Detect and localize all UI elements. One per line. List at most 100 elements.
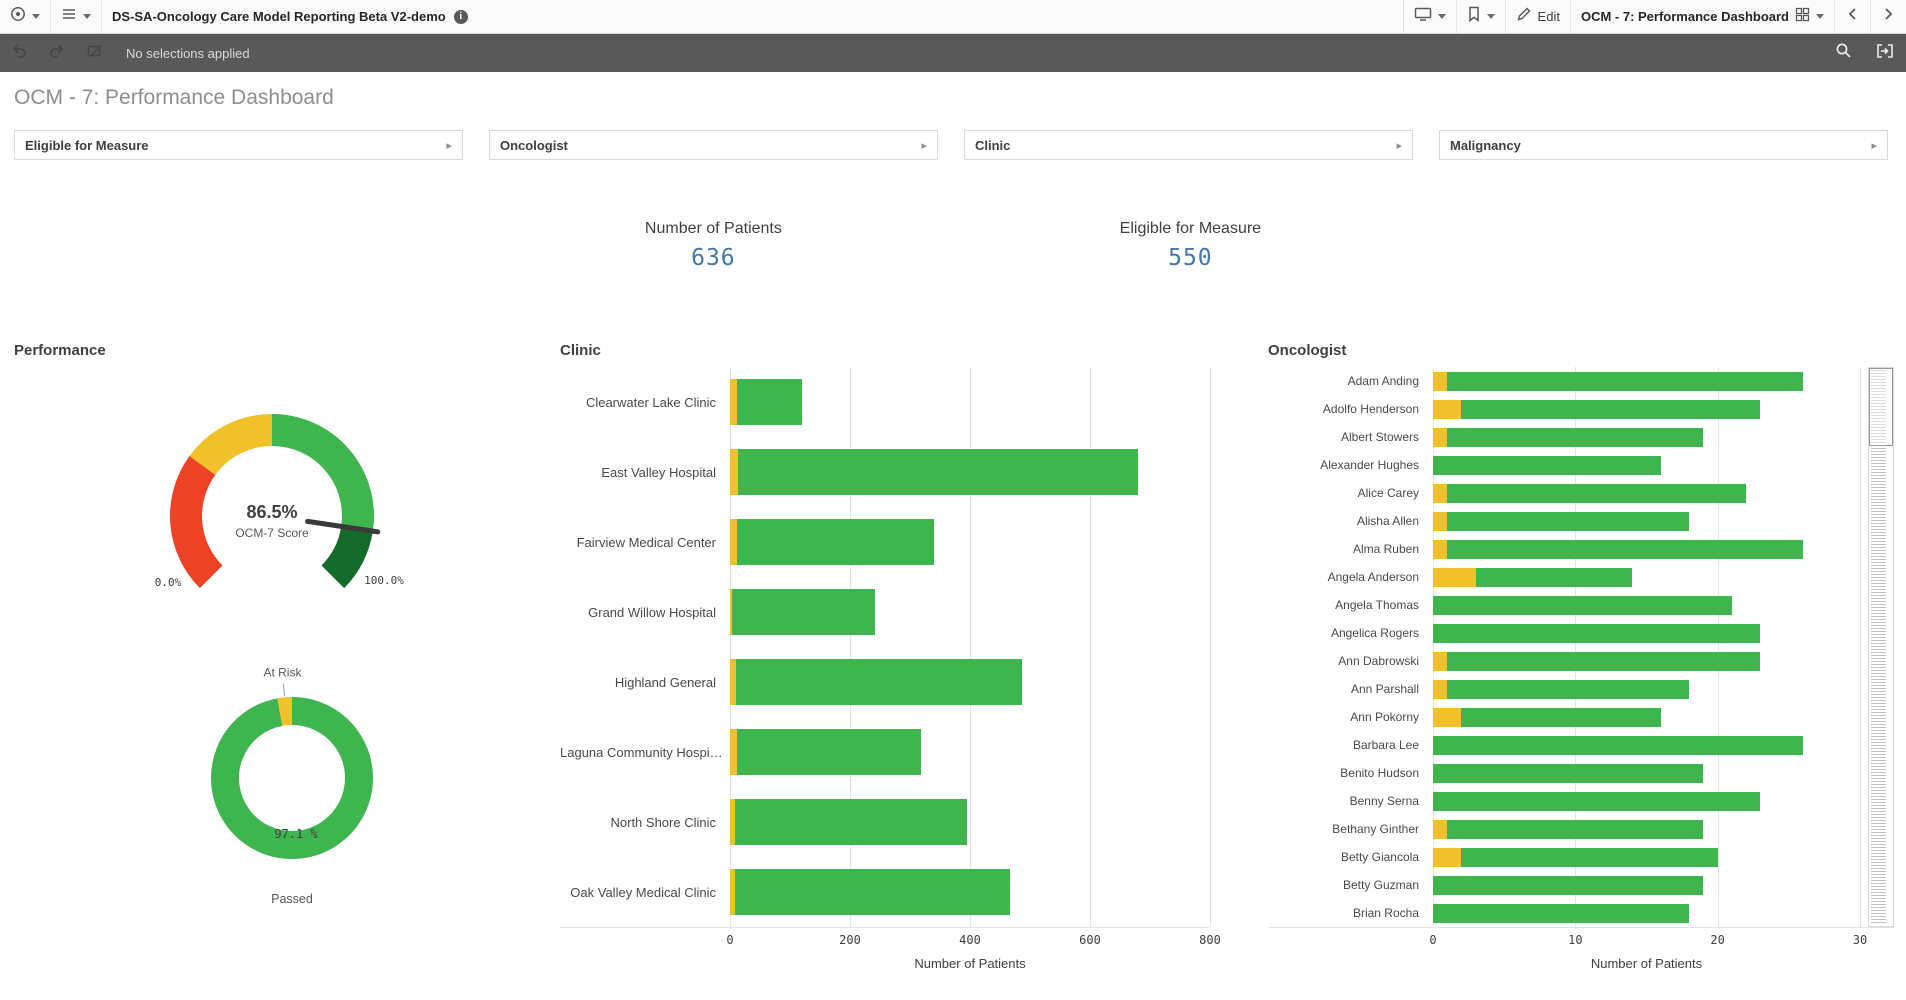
bar-segment-at-risk[interactable] <box>1433 707 1462 727</box>
bookmarks-button[interactable] <box>1455 0 1505 33</box>
global-menu-button[interactable] <box>51 0 102 33</box>
bar[interactable] <box>1433 483 1747 503</box>
bar-category-label[interactable]: Alma Ruben <box>1352 542 1419 556</box>
step-back-button[interactable] <box>0 34 38 72</box>
bar-category-label[interactable]: Adam Anding <box>1347 374 1419 388</box>
bar-category-label[interactable]: Alexander Hughes <box>1320 458 1419 472</box>
bar-category-label[interactable]: Ann Dabrowski <box>1338 654 1419 668</box>
bar-segment-passed[interactable] <box>1475 567 1633 587</box>
filter-malignancy[interactable]: Malignancy ▸ <box>1439 130 1888 160</box>
bar-segment-passed[interactable] <box>735 659 1023 705</box>
step-forward-button[interactable] <box>38 34 76 72</box>
bar-segment-at-risk[interactable] <box>730 589 733 635</box>
bar-category-label[interactable]: Laguna Community Hospi… <box>560 744 723 760</box>
bar-category-label[interactable]: Benny Serna <box>1349 794 1419 808</box>
bar-category-label[interactable]: Fairview Medical Center <box>576 534 716 550</box>
bar-category-label[interactable]: East Valley Hospital <box>601 464 716 480</box>
bar-segment-passed[interactable] <box>1447 679 1690 699</box>
previous-sheet-button[interactable] <box>1834 0 1870 33</box>
bar-segment-passed[interactable] <box>1447 483 1747 503</box>
bar[interactable] <box>730 589 876 635</box>
bar[interactable] <box>730 659 1023 705</box>
bar-segment-at-risk[interactable] <box>1433 371 1448 391</box>
bar-category-label[interactable]: Angela Anderson <box>1327 570 1419 584</box>
oncologist-bar-chart[interactable]: Adam Anding Adolfo Henderson Albert Stower… <box>1268 367 1894 971</box>
bar[interactable] <box>730 519 934 565</box>
selections-tool-button[interactable] <box>1864 34 1906 72</box>
bar-segment-passed[interactable] <box>1447 511 1690 531</box>
bar[interactable] <box>1433 595 1732 615</box>
clinic-bar-chart[interactable]: Clearwater Lake Clinic East Valley Hospit… <box>560 367 1221 971</box>
bar-category-label[interactable]: Adolfo Henderson <box>1322 402 1419 416</box>
bar-segment-at-risk[interactable] <box>1433 651 1448 671</box>
bar-segment-passed[interactable] <box>1447 427 1704 447</box>
bar-category-label[interactable]: Grand Willow Hospital <box>588 604 716 620</box>
bar-segment-at-risk[interactable] <box>1433 847 1462 867</box>
edit-button[interactable]: Edit <box>1504 0 1570 33</box>
bar[interactable] <box>1433 735 1804 755</box>
bar[interactable] <box>1433 847 1718 867</box>
bar[interactable] <box>1433 763 1704 783</box>
bar-segment-at-risk[interactable] <box>730 449 739 495</box>
bar-segment-passed[interactable] <box>734 869 1011 915</box>
scrollbar-thumb[interactable] <box>1869 368 1893 447</box>
bar-segment-passed[interactable] <box>737 379 802 425</box>
bar-segment-passed[interactable] <box>1433 623 1761 643</box>
bar-segment-passed[interactable] <box>1447 539 1804 559</box>
bar-category-label[interactable]: Betty Guzman <box>1342 878 1419 892</box>
bar-category-label[interactable]: Betty Giancola <box>1340 850 1419 864</box>
bar-segment-passed[interactable] <box>1433 455 1661 475</box>
bar[interactable] <box>730 379 802 425</box>
bar-category-label[interactable]: Ann Parshall <box>1350 682 1419 696</box>
bar-segment-at-risk[interactable] <box>1433 819 1448 839</box>
bar-segment-at-risk[interactable] <box>730 659 736 705</box>
bar-segment-passed[interactable] <box>1461 399 1761 419</box>
bar[interactable] <box>1433 371 1804 391</box>
bar-category-label[interactable]: Bethany Ginther <box>1332 822 1419 836</box>
bar-category-label[interactable]: Barbara Lee <box>1352 738 1419 752</box>
app-options-button[interactable] <box>0 0 51 33</box>
next-sheet-button[interactable] <box>1870 0 1906 33</box>
bar[interactable] <box>1433 455 1661 475</box>
bar[interactable] <box>1433 399 1761 419</box>
bar-category-label[interactable]: Clearwater Lake Clinic <box>585 394 716 410</box>
bar[interactable] <box>1433 707 1661 727</box>
bar-segment-passed[interactable] <box>1433 735 1804 755</box>
bar-segment-at-risk[interactable] <box>1433 679 1448 699</box>
bar[interactable] <box>1433 539 1804 559</box>
bar-segment-at-risk[interactable] <box>730 799 735 845</box>
bar[interactable] <box>1433 511 1690 531</box>
bar-category-label[interactable]: Alice Carey <box>1357 486 1419 500</box>
bar-segment-passed[interactable] <box>1433 763 1704 783</box>
donut-slice-passed[interactable] <box>211 697 373 859</box>
sheet-selector-button[interactable]: OCM - 7: Performance Dashboard <box>1569 0 1834 33</box>
bar-segment-passed[interactable] <box>732 589 876 635</box>
bar-category-label[interactable]: Brian Rocha <box>1352 906 1419 920</box>
filter-oncologist[interactable]: Oncologist ▸ <box>489 130 938 160</box>
filter-clinic[interactable]: Clinic ▸ <box>964 130 1413 160</box>
bar-category-label[interactable]: North Shore Clinic <box>610 814 717 830</box>
filter-eligible-for-measure[interactable]: Eligible for Measure ▸ <box>14 130 463 160</box>
bar-category-label[interactable]: Albert Stowers <box>1340 430 1419 444</box>
bar-category-label[interactable]: Benito Hudson <box>1340 766 1419 780</box>
bar[interactable] <box>730 729 921 775</box>
bar-segment-at-risk[interactable] <box>730 869 735 915</box>
bar[interactable] <box>730 799 967 845</box>
bar-segment-at-risk[interactable] <box>1433 511 1448 531</box>
bar-category-label[interactable]: Angela Thomas <box>1335 598 1419 612</box>
ocm7-score-gauge[interactable]: 86.5% OCM-7 Score 0.0% 100.0% <box>14 366 474 646</box>
smart-search-button[interactable] <box>1822 34 1864 72</box>
bar-segment-passed[interactable] <box>737 519 934 565</box>
bar[interactable] <box>1433 819 1704 839</box>
bar-segment-at-risk[interactable] <box>1433 399 1462 419</box>
bar-segment-passed[interactable] <box>738 449 1138 495</box>
bar-segment-at-risk[interactable] <box>730 729 738 775</box>
bar-segment-at-risk[interactable] <box>1433 567 1476 587</box>
passed-atrisk-donut[interactable]: At Risk 97.1 % <box>14 650 474 878</box>
info-icon[interactable]: i <box>453 9 468 24</box>
bar-category-label[interactable]: Angelica Rogers <box>1330 626 1419 640</box>
bar[interactable] <box>1433 679 1690 699</box>
bar-segment-passed[interactable] <box>1447 651 1761 671</box>
bar-segment-passed[interactable] <box>1461 847 1718 867</box>
clear-selections-button[interactable] <box>76 34 114 72</box>
